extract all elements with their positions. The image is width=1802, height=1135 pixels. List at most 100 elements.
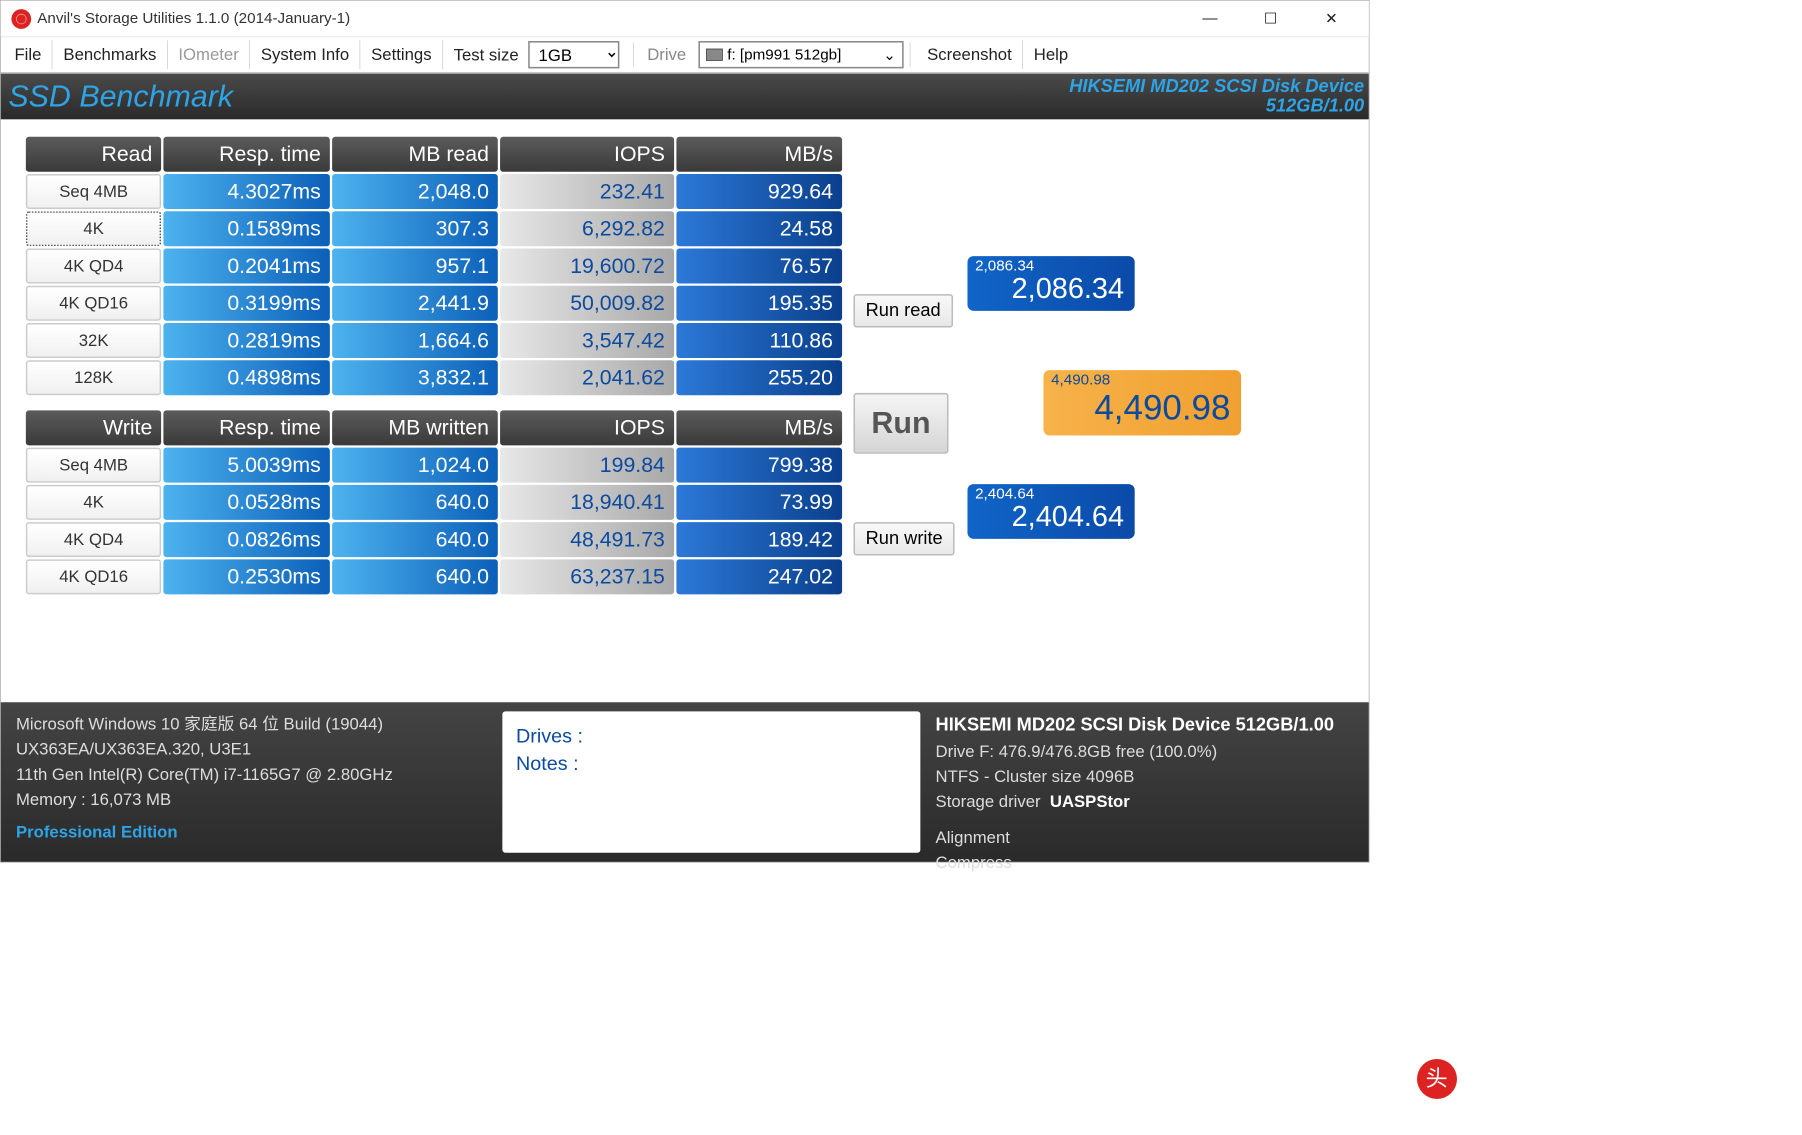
total-score-box: 4,490.98 4,490.98 xyxy=(1043,370,1241,435)
run-read-button[interactable]: Run read xyxy=(853,294,952,327)
cell: 4K QD4 xyxy=(26,522,162,557)
driveinfo-compress: Compress xyxy=(936,850,1354,875)
menu-system-info[interactable]: System Info xyxy=(250,40,360,69)
cell: 2,048.0 xyxy=(332,174,498,209)
sysinfo-cpu: 11th Gen Intel(R) Core(TM) i7-1165G7 @ 2… xyxy=(16,762,487,787)
menu-help[interactable]: Help xyxy=(1023,40,1079,69)
maximize-button[interactable]: ☐ xyxy=(1252,3,1290,33)
cell: 73.99 xyxy=(676,485,842,520)
header-mb-s: MB/s xyxy=(676,410,842,445)
watermark-text: 头条 @我是四海飘零 xyxy=(1465,1058,1762,1094)
test-size-select[interactable]: 1GB xyxy=(528,41,619,68)
table-row: 32K0.2819ms1,664.63,547.42110.86 xyxy=(26,323,842,358)
cell: 0.2041ms xyxy=(164,249,330,284)
system-info: Microsoft Windows 10 家庭版 64 位 Build (190… xyxy=(16,711,487,852)
cell: 3,832.1 xyxy=(332,360,498,395)
cell: 957.1 xyxy=(332,249,498,284)
sysinfo-motherboard: UX363EA/UX363EA.320, U3E1 xyxy=(16,736,487,761)
cell: 4.3027ms xyxy=(164,174,330,209)
read-score-big: 2,086.34 xyxy=(967,273,1124,306)
cell: 63,237.15 xyxy=(500,559,674,594)
header-write: Write xyxy=(26,410,162,445)
cell: 128K xyxy=(26,360,162,395)
driveinfo-driver: Storage driver UASPStor xyxy=(936,789,1354,814)
run-write-button[interactable]: Run write xyxy=(853,522,954,555)
cell: 50,009.82 xyxy=(500,286,674,321)
notes-notes: Notes : xyxy=(516,750,907,778)
drive-icon xyxy=(706,49,723,61)
cell: 0.3199ms xyxy=(164,286,330,321)
edition-label: Professional Edition xyxy=(16,819,487,844)
cell: 232.41 xyxy=(500,174,674,209)
notes-drives: Drives : xyxy=(516,722,907,750)
header-mb-s: MB/s xyxy=(676,137,842,172)
banner: SSD Benchmark HIKSEMI MD202 SCSI Disk De… xyxy=(1,74,1369,120)
header-mb-read: MB read xyxy=(332,137,498,172)
cell: 3,547.42 xyxy=(500,323,674,358)
table-row: 4K0.1589ms307.36,292.8224.58 xyxy=(26,211,842,246)
run-button[interactable]: Run xyxy=(853,393,948,454)
cell: 4K QD16 xyxy=(26,286,162,321)
device-name: HIKSEMI MD202 SCSI Disk Device xyxy=(1069,76,1364,96)
cell: 640.0 xyxy=(332,559,498,594)
driveinfo-free: Drive F: 476.9/476.8GB free (100.0%) xyxy=(936,739,1354,764)
menu-settings[interactable]: Settings xyxy=(361,40,443,69)
watermark: 头头条 @我是四海飘零 xyxy=(1417,1051,1762,1099)
cell: Seq 4MB xyxy=(26,448,162,483)
device-capacity: 512GB/1.00 xyxy=(1069,97,1364,117)
write-table: WriteResp. timeMB writtenIOPSMB/sSeq 4MB… xyxy=(24,408,845,596)
cell: 4K QD16 xyxy=(26,559,162,594)
table-row: 4K0.0528ms640.018,940.4173.99 xyxy=(26,485,842,520)
cell: 255.20 xyxy=(676,360,842,395)
total-score-big: 4,490.98 xyxy=(1043,387,1230,428)
cell: 110.86 xyxy=(676,323,842,358)
watermark-icon: 头 xyxy=(1417,1059,1457,1099)
menu-benchmarks[interactable]: Benchmarks xyxy=(53,40,168,69)
write-score-big: 2,404.64 xyxy=(967,501,1124,534)
driveinfo-fs: NTFS - Cluster size 4096B xyxy=(936,764,1354,789)
drive-select[interactable]: f: [pm991 512gb] ⌄ xyxy=(698,41,903,68)
footer: Microsoft Windows 10 家庭版 64 位 Build (190… xyxy=(1,702,1369,862)
content: ReadResp. timeMB readIOPSMB/sSeq 4MB4.30… xyxy=(1,119,1369,688)
cell: 19,600.72 xyxy=(500,249,674,284)
table-row: 4K QD160.2530ms640.063,237.15247.02 xyxy=(26,559,842,594)
driveinfo-alignment: Alignment xyxy=(936,825,1354,850)
read-table: ReadResp. timeMB readIOPSMB/sSeq 4MB4.30… xyxy=(24,135,845,398)
cell: 2,441.9 xyxy=(332,286,498,321)
cell: 640.0 xyxy=(332,522,498,557)
menu-iometer[interactable]: IOmeter xyxy=(168,40,250,69)
window-controls: — ☐ ✕ xyxy=(1191,3,1351,33)
cell: 0.0826ms xyxy=(164,522,330,557)
table-row: Seq 4MB4.3027ms2,048.0232.41929.64 xyxy=(26,174,842,209)
cell: 799.38 xyxy=(676,448,842,483)
menu-file[interactable]: File xyxy=(4,40,53,69)
test-size-label: Test size xyxy=(454,45,519,64)
header-read: Read xyxy=(26,137,162,172)
cell: 0.2530ms xyxy=(164,559,330,594)
table-row: 4K QD40.0826ms640.048,491.73189.42 xyxy=(26,522,842,557)
total-score-small: 4,490.98 xyxy=(1051,372,1110,389)
cell: 32K xyxy=(26,323,162,358)
notes-box: Drives : Notes : xyxy=(502,711,920,852)
cell: 247.02 xyxy=(676,559,842,594)
header-iops: IOPS xyxy=(500,137,674,172)
sysinfo-os: Microsoft Windows 10 家庭版 64 位 Build (190… xyxy=(16,711,487,736)
cell: 4K xyxy=(26,211,162,246)
cell: 189.42 xyxy=(676,522,842,557)
table-row: 4K QD40.2041ms957.119,600.7276.57 xyxy=(26,249,842,284)
header-resp-time: Resp. time xyxy=(164,137,330,172)
cell: 6,292.82 xyxy=(500,211,674,246)
menu-screenshot[interactable]: Screenshot xyxy=(917,40,1024,69)
cell: 0.0528ms xyxy=(164,485,330,520)
minimize-button[interactable]: — xyxy=(1191,3,1229,33)
read-score-small: 2,086.34 xyxy=(975,258,1034,275)
titlebar: Anvil's Storage Utilities 1.1.0 (2014-Ja… xyxy=(1,1,1369,37)
cell: 2,041.62 xyxy=(500,360,674,395)
cell: 1,024.0 xyxy=(332,448,498,483)
cell: 4K xyxy=(26,485,162,520)
close-button[interactable]: ✕ xyxy=(1313,3,1351,33)
cell: 18,940.41 xyxy=(500,485,674,520)
cell: 48,491.73 xyxy=(500,522,674,557)
table-row: 4K QD160.3199ms2,441.950,009.82195.35 xyxy=(26,286,842,321)
table-row: Seq 4MB5.0039ms1,024.0199.84799.38 xyxy=(26,448,842,483)
